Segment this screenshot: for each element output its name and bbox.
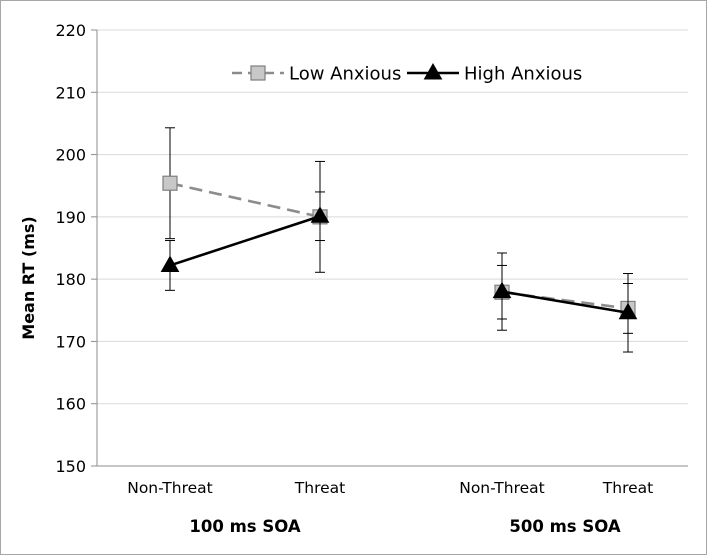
- y-tick-label: 190: [55, 208, 86, 227]
- data-point-square: [250, 65, 266, 81]
- y-axis-title: Mean RT (ms): [19, 216, 38, 339]
- x-group-label: 500 ms SOA: [509, 517, 620, 536]
- data-point-triangle: [492, 281, 512, 299]
- series: [160, 127, 638, 353]
- y-tick-label: 170: [55, 332, 86, 351]
- x-group-label: 100 ms SOA: [189, 517, 300, 536]
- legend-item: High Anxious: [407, 62, 582, 85]
- series-line: [501, 290, 629, 315]
- data-point-triangle: [160, 255, 180, 272]
- y-tick-label: 210: [55, 83, 86, 102]
- legend-label: Low Anxious: [289, 64, 401, 85]
- labels: 150 160 170 180 190 200 210 220 Non-Threat Threat…: [55, 21, 653, 536]
- axes: [91, 29, 688, 467]
- legend: Low Anxious High Anxious: [232, 62, 582, 85]
- series-line: [169, 214, 321, 267]
- x-category-label: Non-Threat: [459, 479, 545, 497]
- x-category-label: Non-Threat: [127, 479, 213, 497]
- y-tick-label: 150: [55, 457, 86, 476]
- y-tick-label: 200: [55, 146, 86, 165]
- data-point-triangle: [618, 302, 638, 320]
- data-point-square: [162, 175, 178, 191]
- y-tick-label: 220: [55, 21, 86, 40]
- series-line: [169, 181, 321, 219]
- y-tick-label: 160: [55, 395, 86, 414]
- gridlines: [97, 29, 688, 405]
- data-point-triangle: [423, 62, 443, 80]
- x-category-label: Threat: [602, 479, 653, 497]
- y-tick-label: 180: [55, 270, 86, 289]
- series-high-anxious: [160, 191, 638, 353]
- x-category-label: Threat: [294, 479, 345, 497]
- data-point-triangle: [310, 206, 330, 223]
- legend-label: High Anxious: [464, 64, 582, 85]
- legend-item: Low Anxious: [232, 64, 401, 85]
